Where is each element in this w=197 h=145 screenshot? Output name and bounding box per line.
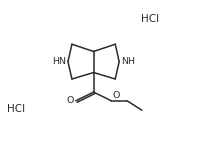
Text: HCl: HCl — [7, 104, 25, 114]
Text: HN: HN — [52, 57, 66, 66]
Text: O: O — [66, 96, 73, 105]
Text: NH: NH — [121, 57, 135, 66]
Text: O: O — [112, 91, 120, 100]
Text: HCl: HCl — [141, 14, 159, 24]
